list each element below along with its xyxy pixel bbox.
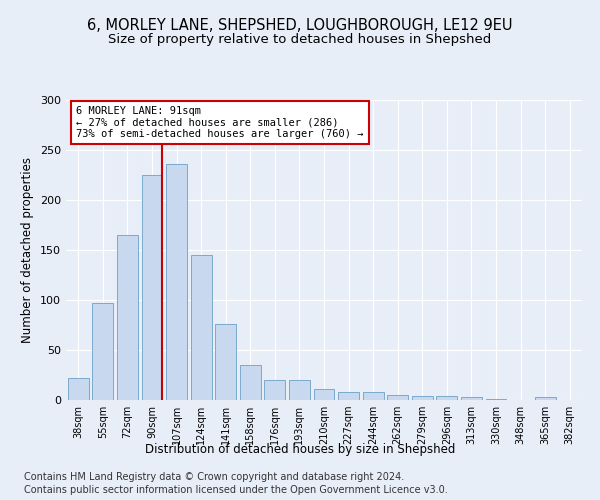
Y-axis label: Number of detached properties: Number of detached properties [22,157,34,343]
Bar [117,235,138,400]
Bar [338,392,359,400]
Bar [289,380,310,400]
Bar [535,397,556,400]
Text: Contains public sector information licensed under the Open Government Licence v3: Contains public sector information licen… [24,485,448,495]
Bar [68,378,89,400]
Bar [191,255,212,400]
Bar [166,164,187,400]
Text: Contains HM Land Registry data © Crown copyright and database right 2024.: Contains HM Land Registry data © Crown c… [24,472,404,482]
Text: Size of property relative to detached houses in Shepshed: Size of property relative to detached ho… [109,32,491,46]
Text: 6 MORLEY LANE: 91sqm
← 27% of detached houses are smaller (286)
73% of semi-deta: 6 MORLEY LANE: 91sqm ← 27% of detached h… [76,106,364,139]
Text: 6, MORLEY LANE, SHEPSHED, LOUGHBOROUGH, LE12 9EU: 6, MORLEY LANE, SHEPSHED, LOUGHBOROUGH, … [87,18,513,32]
Bar [387,395,408,400]
Bar [240,365,261,400]
Bar [436,396,457,400]
Bar [314,389,334,400]
Bar [461,397,482,400]
Bar [485,399,506,400]
Bar [412,396,433,400]
Bar [142,175,163,400]
Bar [92,303,113,400]
Bar [265,380,286,400]
Bar [362,392,383,400]
Text: Distribution of detached houses by size in Shepshed: Distribution of detached houses by size … [145,442,455,456]
Bar [215,324,236,400]
